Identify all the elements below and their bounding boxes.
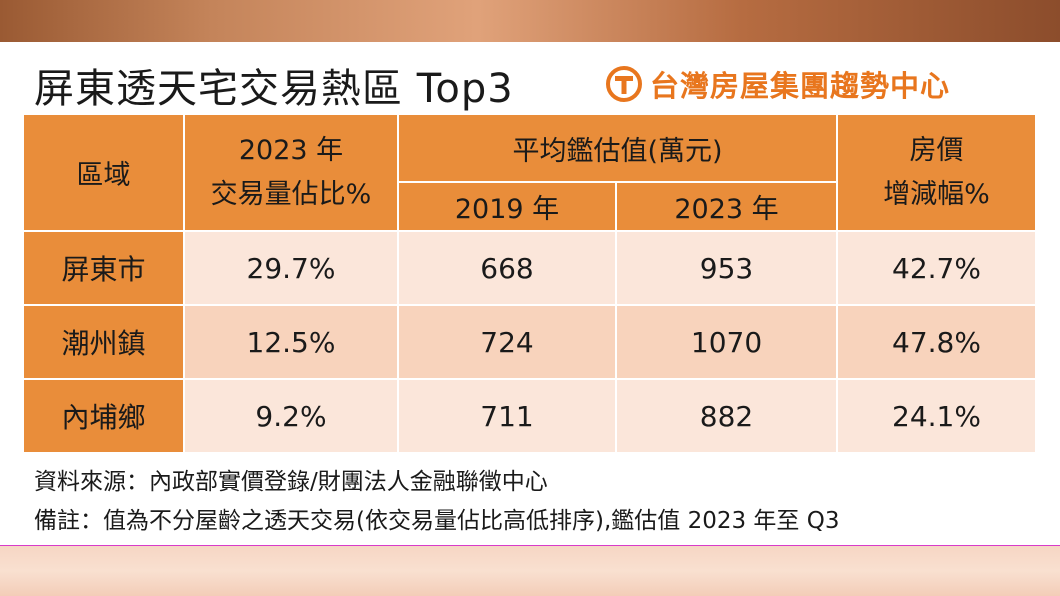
- cell-value-2023: 953: [614, 230, 839, 306]
- cell-change: 24.1%: [836, 378, 1038, 454]
- header-avg-valuation: 平均鑑估值(萬元): [396, 113, 839, 183]
- header-region: 區域: [22, 113, 185, 232]
- blurred-background-top: [0, 0, 1060, 42]
- table-row: 潮州鎮 12.5% 724 1070 47.8%: [22, 304, 1038, 380]
- cell-change: 42.7%: [836, 230, 1038, 306]
- data-table: 區域 2023 年 交易量佔比% 平均鑑估值(萬元) 房價 增減幅% 2019 …: [22, 113, 1038, 454]
- row-region: 內埔鄉: [22, 378, 185, 454]
- blurred-background-bottom: [0, 546, 1060, 596]
- cell-share: 9.2%: [183, 378, 399, 454]
- source-note: 資料來源：內政部實價登錄/財團法人金融聯徵中心: [34, 469, 548, 495]
- row-region: 屏東市: [22, 230, 185, 306]
- header-share: 2023 年 交易量佔比%: [183, 113, 399, 232]
- table-row: 屏東市 29.7% 668 953 42.7%: [22, 230, 1038, 306]
- header-change: 房價 增減幅%: [836, 113, 1038, 232]
- cell-value-2019: 668: [397, 230, 617, 306]
- header-share-line2: 交易量佔比%: [210, 178, 372, 210]
- cell-share: 29.7%: [183, 230, 399, 306]
- cell-value-2019: 711: [397, 378, 617, 454]
- header-share-line1: 2023 年: [238, 134, 344, 166]
- header-change-line1: 房價: [909, 134, 964, 166]
- cell-value-2019: 724: [397, 304, 617, 380]
- cell-share: 12.5%: [183, 304, 399, 380]
- brand-name: 台灣房屋集團趨勢中心: [650, 69, 951, 103]
- header-year-2019: 2019 年: [397, 181, 617, 232]
- cell-change: 47.8%: [836, 304, 1038, 380]
- cell-value-2023: 1070: [614, 304, 839, 380]
- page-title: 屏東透天宅交易熱區 Top3: [34, 66, 514, 112]
- cell-value-2023: 882: [614, 378, 839, 454]
- table-row: 內埔鄉 9.2% 711 882 24.1%: [22, 378, 1038, 454]
- row-region: 潮州鎮: [22, 304, 185, 380]
- remark-note: 備註：值為不分屋齡之透天交易(依交易量佔比高低排序),鑑估值 2023 年至 Q…: [34, 508, 840, 534]
- taiwan-realty-logo-icon: [606, 66, 642, 102]
- header-year-2023: 2023 年: [614, 181, 839, 232]
- brand: 台灣房屋集團趨勢中心: [606, 64, 950, 104]
- header-change-line2: 增減幅%: [883, 178, 990, 210]
